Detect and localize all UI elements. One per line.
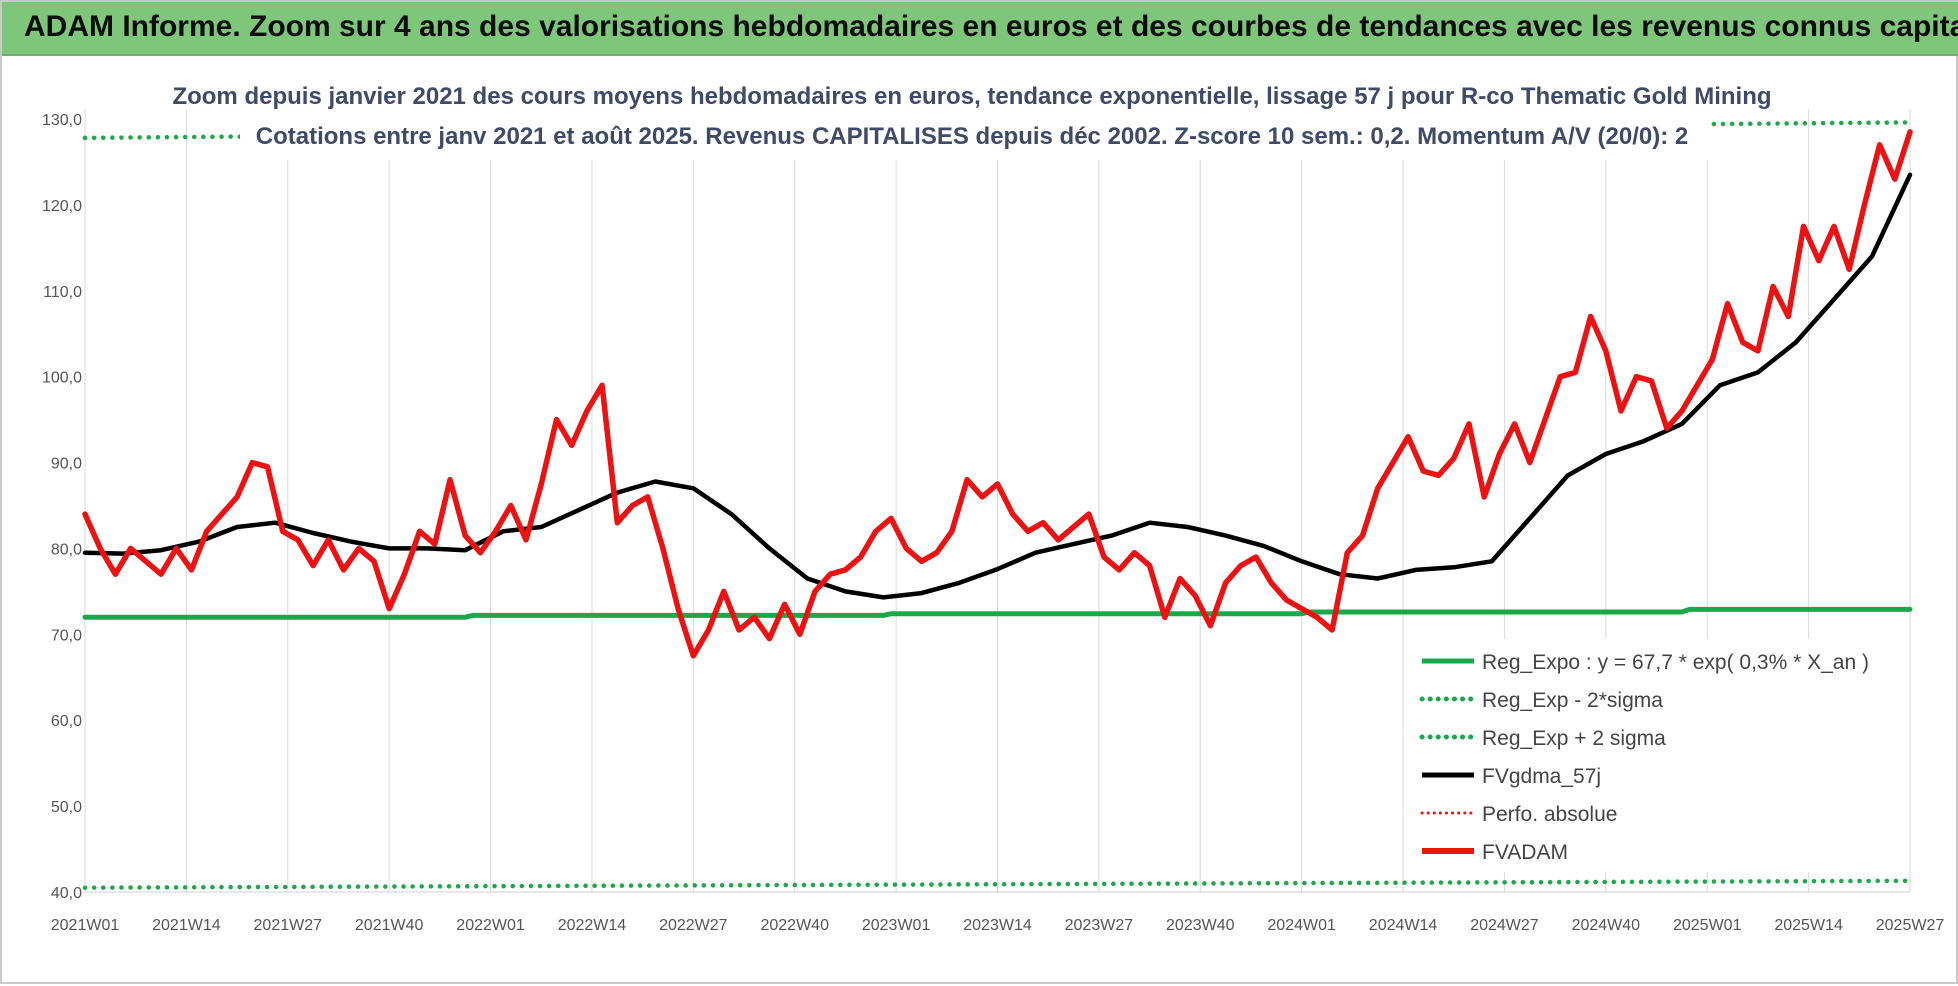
- legend-item-fvadam: FVADAM: [1422, 841, 1568, 864]
- x-tick-label: 2024W27: [1470, 917, 1539, 934]
- chart-title: Zoom depuis janvier 2021 des cours moyen…: [172, 83, 1771, 110]
- x-axis-ticks: 2021W01 2021W14 2021W27 2021W40 2022W01 2022W…: [51, 917, 1945, 934]
- chart-title-backdrop: [240, 78, 1710, 160]
- legend-item-reg-expo: Reg_Expo : y = 67,7 * exp( 0,3% * X_an ): [1422, 651, 1869, 674]
- x-tick-label: 2023W14: [963, 917, 1032, 934]
- report-title: ADAM Informe. Zoom sur 4 ans des valoris…: [24, 10, 1958, 43]
- y-tick-label: 130,0: [42, 112, 82, 129]
- y-tick-label: 70,0: [51, 627, 82, 644]
- x-tick-label: 2021W14: [152, 917, 221, 934]
- y-tick-label: 80,0: [51, 541, 82, 558]
- series-line-fvgdma: [82, 172, 1913, 600]
- y-tick-label: 60,0: [51, 713, 82, 730]
- title-banner: ADAM Informe. Zoom sur 4 ans des valoris…: [2, 2, 1958, 56]
- legend-label-reg-plus: Reg_Exp + 2 sigma: [1482, 727, 1666, 750]
- y-tick-label: 120,0: [42, 198, 82, 215]
- x-tick-label: 2021W01: [51, 917, 120, 934]
- x-tick-label: 2022W01: [456, 917, 525, 934]
- y-tick-label: 90,0: [51, 456, 82, 473]
- x-tick-label: 2022W14: [558, 917, 627, 934]
- legend-item-reg-plus: Reg_Exp + 2 sigma: [1419, 727, 1666, 750]
- legend-label-reg-expo: Reg_Expo : y = 67,7 * exp( 0,3% * X_an ): [1482, 651, 1869, 674]
- x-tick-label: 2021W40: [355, 917, 424, 934]
- x-tick-label: 2021W27: [254, 917, 323, 934]
- legend-item-perfo: Perfo. absolue: [1420, 803, 1617, 826]
- y-tick-label: 40,0: [51, 885, 82, 902]
- series-line-reg-minus: [82, 878, 1913, 890]
- legend-backdrop: [1407, 639, 1887, 872]
- x-tick-label: 2024W14: [1369, 917, 1438, 934]
- legend-item-fvgdma: FVgdma_57j: [1422, 765, 1601, 788]
- y-tick-label: 50,0: [51, 799, 82, 816]
- x-tick-label: 2022W27: [659, 917, 728, 934]
- y-tick-label: 100,0: [42, 370, 82, 387]
- x-tick-label: 2025W27: [1876, 917, 1945, 934]
- x-tick-label: 2024W01: [1267, 917, 1336, 934]
- x-tick-label: 2023W40: [1166, 917, 1235, 934]
- legend-label-perfo: Perfo. absolue: [1482, 803, 1617, 826]
- x-tick-label: 2025W01: [1673, 917, 1742, 934]
- chart-subtitle: Cotations entre janv 2021 et août 2025. …: [256, 123, 1688, 150]
- series-line-reg-expo: [82, 606, 1913, 620]
- legend-label-fvgdma: FVgdma_57j: [1482, 765, 1601, 788]
- legend-label-fvadam: FVADAM: [1482, 841, 1568, 864]
- y-axis-ticks: 130,0 120,0 110,0 100,0 90,0 80,0 70,0 60,0 50,0…: [42, 112, 82, 902]
- x-tick-label: 2023W27: [1065, 917, 1134, 934]
- series-line-fvadam: [82, 129, 1913, 659]
- x-tick-label: 2022W40: [760, 917, 829, 934]
- legend-label-reg-minus: Reg_Exp - 2*sigma: [1482, 689, 1663, 712]
- y-tick-label: 110,0: [43, 284, 82, 301]
- legend-item-reg-minus: Reg_Exp - 2*sigma: [1419, 689, 1663, 712]
- x-tick-label: 2023W01: [862, 917, 931, 934]
- x-tick-label: 2024W40: [1572, 917, 1641, 934]
- legend: Reg_Expo : y = 67,7 * exp( 0,3% * X_an )…: [1407, 639, 1887, 872]
- plot-series: [82, 120, 1913, 890]
- gridlines: [84, 109, 1911, 892]
- x-tick-label: 2025W14: [1774, 917, 1843, 934]
